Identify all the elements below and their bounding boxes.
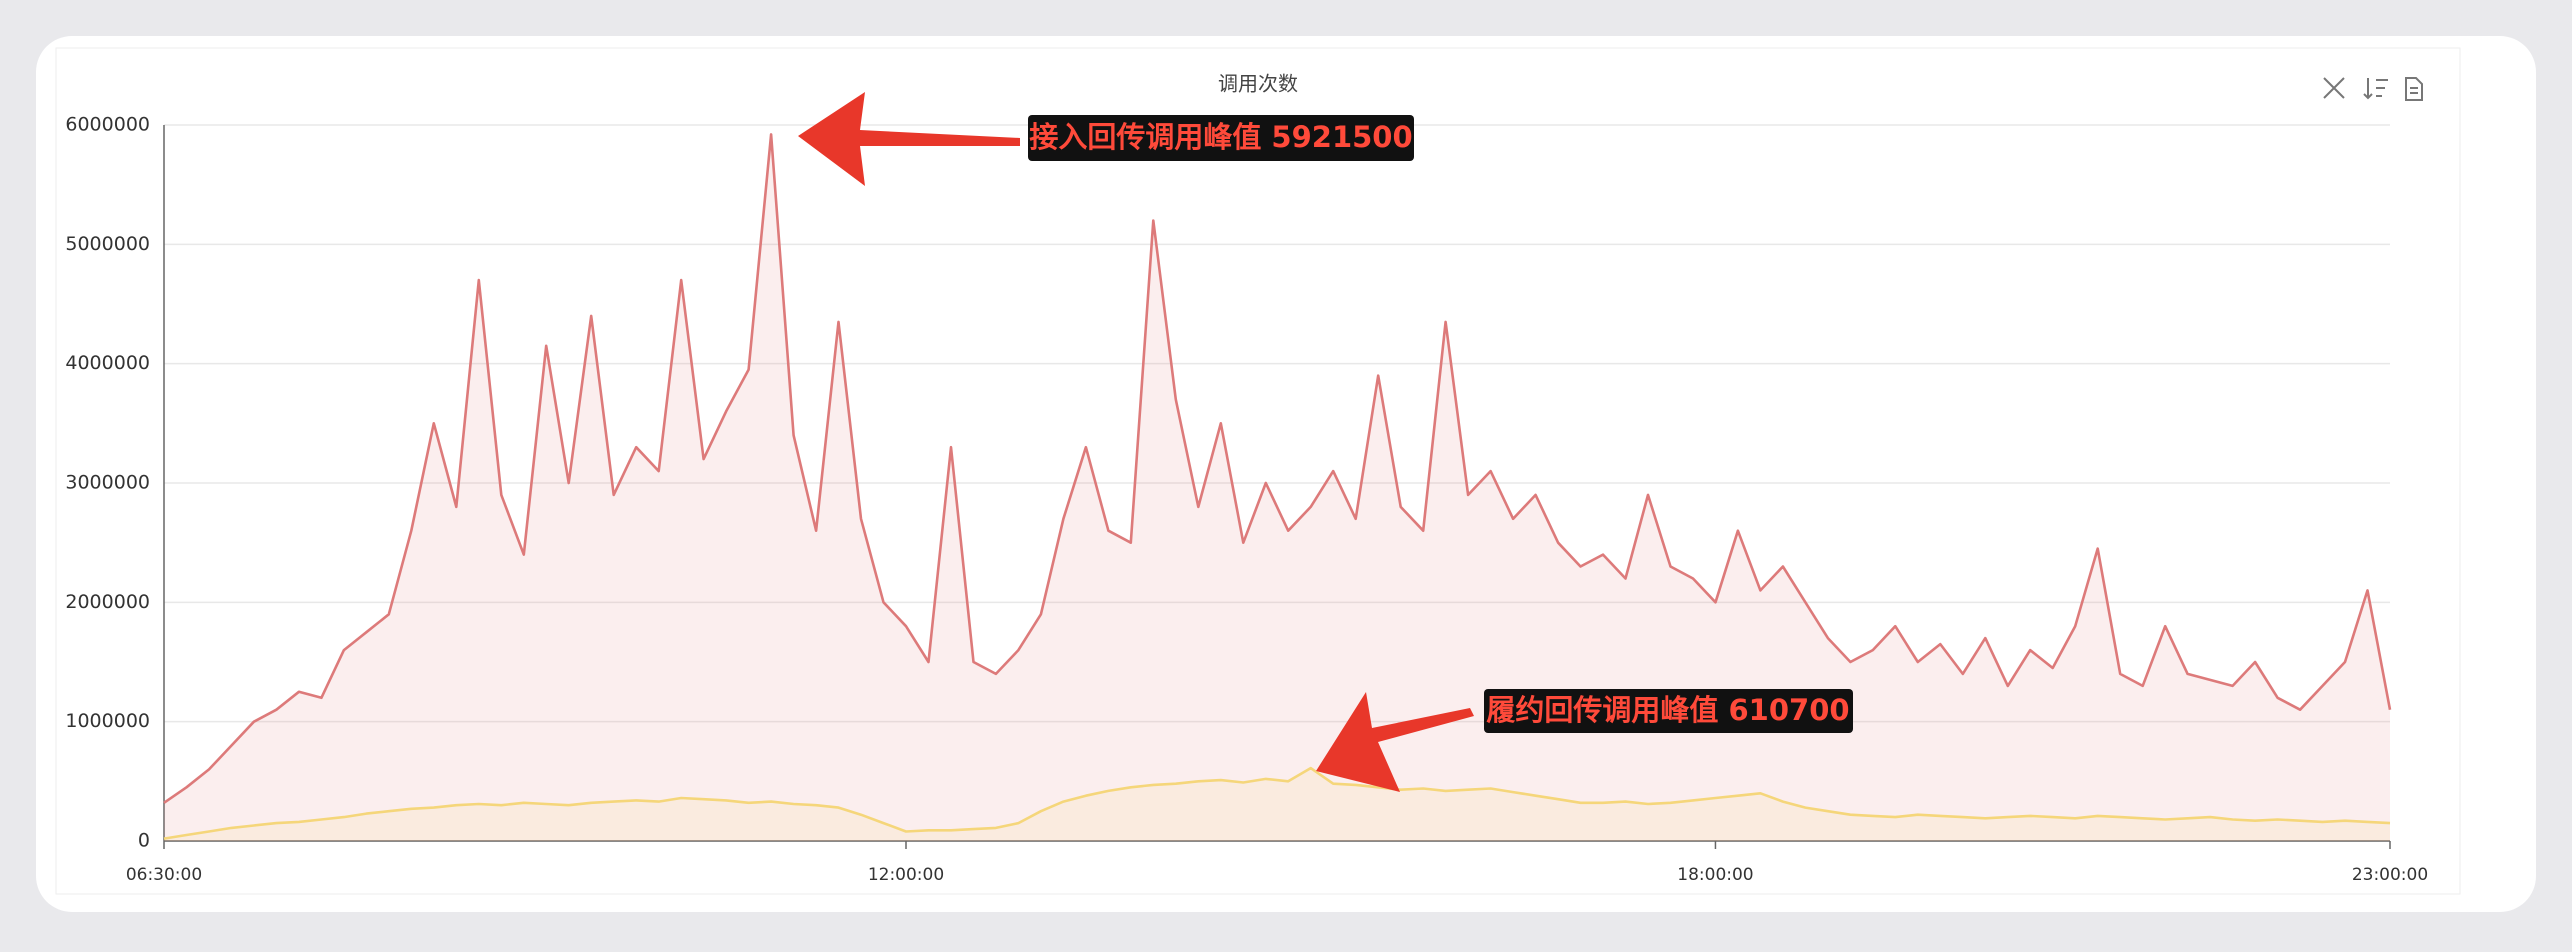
- export-icon[interactable]: [2405, 77, 2423, 101]
- x-tick-label: 12:00:00: [868, 865, 944, 885]
- toolbar[interactable]: [2323, 77, 2423, 101]
- chart-title: 调用次数: [1218, 72, 1298, 96]
- line: [163, 133, 2392, 804]
- x-tick-label: 18:00:00: [1677, 865, 1753, 885]
- annotation-box: [1028, 115, 1414, 161]
- fullscreen-icon[interactable]: [2323, 77, 2345, 99]
- x-tick-label: 23:00:00: [2352, 865, 2428, 885]
- panel: [55, 47, 2461, 895]
- y-tick-label: 6000000: [65, 114, 150, 136]
- area: [164, 768, 2390, 841]
- y-tick-label: 1000000: [65, 710, 150, 732]
- y-tick-label: 4000000: [65, 352, 150, 374]
- y-tick-label: 5000000: [65, 233, 150, 255]
- area: [164, 134, 2390, 841]
- y-tick-label: 3000000: [65, 472, 150, 494]
- arrow: [798, 92, 1020, 186]
- annotation-box: [1484, 689, 1853, 733]
- line: [163, 766, 2391, 840]
- y-tick-label: 0: [138, 830, 150, 852]
- annotation: 接入回传调用峰值 5921500: [1029, 120, 1412, 154]
- card: [36, 36, 2536, 912]
- annotation-1: 接入回传调用峰值 5921500: [798, 92, 1414, 186]
- annotation: 履约回传调用峰值 610700: [1486, 693, 1849, 727]
- arrow: [1316, 692, 1474, 792]
- plot: 0 1000000 2000000 3000000 4000000 5000000 6000…: [65, 114, 2428, 886]
- x-tick-label: 06:30:00: [126, 865, 202, 885]
- sort-icon[interactable]: [2363, 78, 2388, 100]
- y-tick-label: 2000000: [65, 591, 150, 613]
- annotation-2: 履约回传调用峰值 610700: [1316, 689, 1853, 792]
